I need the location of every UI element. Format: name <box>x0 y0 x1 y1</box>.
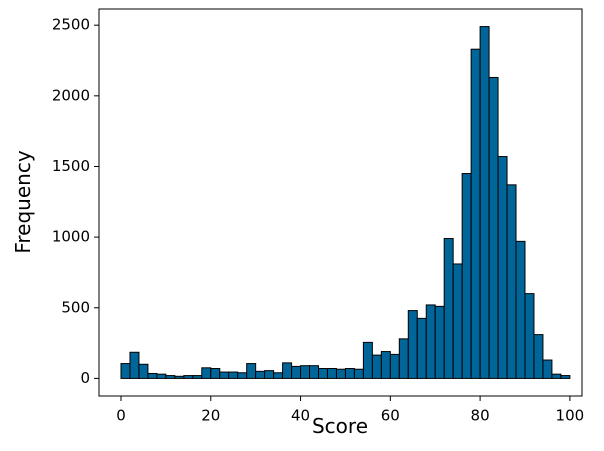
bar <box>210 368 221 379</box>
plot-frame <box>98 8 583 397</box>
bar <box>201 367 212 379</box>
x-tick-label: 20 <box>201 407 220 425</box>
bar <box>300 365 311 379</box>
bar <box>183 375 194 379</box>
bar <box>380 351 391 379</box>
bar <box>479 26 490 379</box>
bar <box>497 156 508 379</box>
bar <box>461 173 472 379</box>
bar <box>506 184 517 379</box>
y-tick-label: 0 <box>80 369 90 387</box>
bar <box>246 363 257 379</box>
bar <box>470 48 481 379</box>
bar <box>542 359 553 379</box>
y-tick-label: 2500 <box>52 16 90 34</box>
bar <box>309 365 320 379</box>
bar <box>560 375 571 379</box>
x-tick-label: 80 <box>471 407 490 425</box>
bar <box>362 341 373 379</box>
bar <box>533 334 544 379</box>
bar <box>282 362 293 379</box>
x-tick-label: 40 <box>291 407 310 425</box>
bar <box>228 371 239 379</box>
bar <box>326 368 337 379</box>
y-axis-label: Frequency <box>11 150 35 253</box>
bar <box>389 353 400 379</box>
bar <box>425 304 436 379</box>
bar <box>264 370 275 379</box>
bar <box>219 371 230 379</box>
bar <box>255 370 266 379</box>
x-tick-label: 0 <box>116 407 126 425</box>
bar <box>174 375 185 379</box>
bar <box>192 375 203 379</box>
bar <box>120 363 131 379</box>
x-axis-label: Score <box>312 414 368 438</box>
bar <box>416 317 427 379</box>
bar <box>434 305 445 379</box>
bar <box>371 354 382 379</box>
y-tick-label: 500 <box>61 298 90 316</box>
bar <box>273 372 284 379</box>
bar <box>129 351 140 379</box>
bar <box>353 368 364 379</box>
bar <box>165 375 176 379</box>
y-tick-label: 2000 <box>52 86 90 104</box>
y-tick-label: 1000 <box>52 228 90 246</box>
bar <box>443 238 454 379</box>
bar <box>147 372 158 379</box>
bar <box>452 263 463 379</box>
x-tick-label: 60 <box>381 407 400 425</box>
x-tick-label: 100 <box>556 407 585 425</box>
bar <box>138 363 149 379</box>
bar <box>156 373 167 379</box>
bar <box>318 368 328 379</box>
bar <box>551 373 562 379</box>
bar <box>237 372 248 379</box>
bar <box>335 368 346 379</box>
bar <box>524 293 535 379</box>
bar <box>398 338 409 379</box>
bar <box>488 76 499 379</box>
y-tick-label: 1500 <box>52 157 90 175</box>
bar <box>407 310 418 379</box>
bar <box>291 365 302 379</box>
bar <box>344 368 355 379</box>
bar <box>515 240 526 379</box>
